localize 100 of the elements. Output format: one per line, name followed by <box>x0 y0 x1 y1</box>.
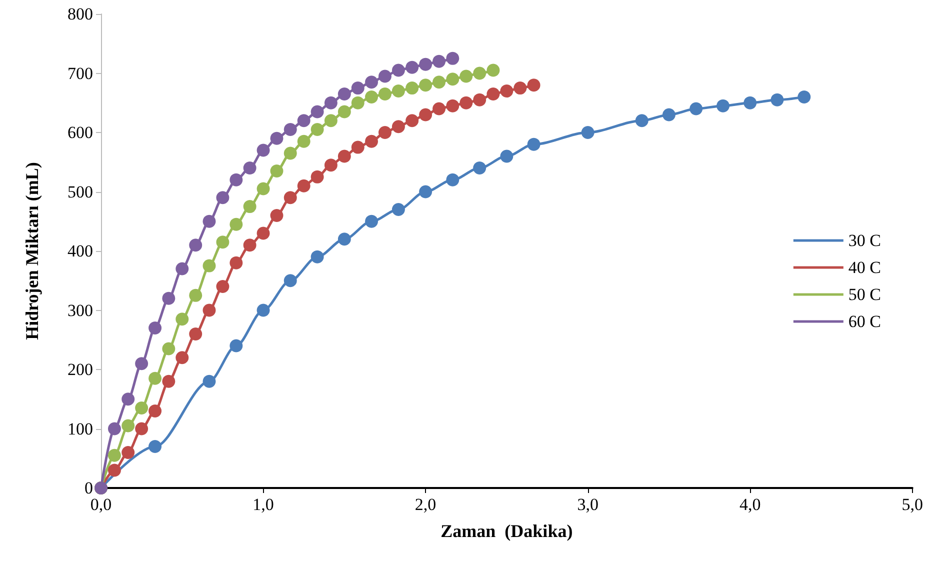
point <box>432 54 446 68</box>
point <box>122 446 135 459</box>
point <box>135 402 148 415</box>
point <box>716 99 730 112</box>
point <box>446 72 460 86</box>
point <box>378 70 392 83</box>
point <box>189 238 202 252</box>
point <box>460 96 473 110</box>
point <box>365 214 378 228</box>
point <box>446 52 460 65</box>
point <box>270 164 284 178</box>
point <box>351 96 364 110</box>
point <box>527 78 540 92</box>
point <box>135 357 148 370</box>
point <box>324 158 338 172</box>
y-tick-label: 300 <box>68 300 93 320</box>
point <box>202 304 216 317</box>
point <box>284 146 297 160</box>
point <box>662 108 676 122</box>
point <box>419 185 432 198</box>
x-tick-label: 5,0 <box>902 495 923 514</box>
point <box>365 134 378 148</box>
x-tick-label: 1,0 <box>252 495 274 514</box>
point <box>108 464 121 477</box>
point <box>338 105 351 118</box>
point <box>486 87 500 100</box>
legend-label: 60 C <box>848 312 882 331</box>
point <box>310 250 324 264</box>
point <box>148 440 162 454</box>
point <box>324 96 338 110</box>
point <box>473 66 486 80</box>
point <box>122 392 135 406</box>
point <box>216 280 230 294</box>
point <box>446 99 460 112</box>
point <box>798 90 811 104</box>
point <box>108 422 121 436</box>
point <box>581 126 594 139</box>
point <box>162 342 176 356</box>
point <box>310 170 324 184</box>
point <box>351 82 364 95</box>
point <box>189 327 202 340</box>
point <box>770 93 784 106</box>
point <box>446 173 460 186</box>
point <box>284 191 297 204</box>
point <box>270 132 284 145</box>
point <box>243 162 256 175</box>
point <box>148 404 162 418</box>
x-tick-label: 2,0 <box>414 495 436 514</box>
point <box>690 102 703 116</box>
point <box>256 144 270 157</box>
point <box>202 214 216 228</box>
point <box>162 292 176 305</box>
point <box>135 422 148 436</box>
legend-label: 40 C <box>848 258 882 277</box>
point <box>108 448 121 462</box>
point <box>473 162 486 175</box>
y-axis-title: Hidrojen Miktarı (mL) <box>22 162 42 340</box>
point <box>527 138 540 151</box>
point <box>122 419 135 432</box>
point <box>486 64 500 77</box>
point <box>419 78 432 92</box>
point <box>460 70 473 83</box>
point <box>324 114 338 128</box>
point <box>202 374 216 388</box>
point <box>514 82 527 95</box>
point <box>297 179 310 192</box>
x-axis-title: Zaman (Dakika) <box>440 521 573 541</box>
point <box>406 82 419 95</box>
point <box>419 108 432 122</box>
point <box>176 262 189 276</box>
point <box>176 351 189 364</box>
point <box>243 238 256 252</box>
point <box>148 322 162 335</box>
point <box>744 96 757 110</box>
point <box>500 150 514 163</box>
point <box>216 236 230 249</box>
y-tick-label: 600 <box>68 123 93 142</box>
point <box>256 304 270 317</box>
point <box>216 191 230 204</box>
legend-label: 30 C <box>848 231 882 250</box>
point <box>500 84 514 98</box>
point <box>432 76 446 89</box>
y-tick-label: 200 <box>68 360 93 379</box>
point <box>365 76 378 89</box>
point <box>297 134 310 148</box>
point <box>392 120 405 134</box>
point <box>338 150 351 163</box>
point <box>365 90 378 104</box>
point <box>284 274 297 288</box>
x-tick-label: 3,0 <box>577 495 598 514</box>
point <box>230 218 243 231</box>
point <box>230 173 243 186</box>
x-tick-label: 4,0 <box>739 495 761 514</box>
point <box>162 374 176 388</box>
point <box>432 102 446 116</box>
point <box>256 226 270 240</box>
point <box>243 200 256 214</box>
point <box>270 208 284 222</box>
point <box>378 126 392 139</box>
point <box>406 60 419 74</box>
